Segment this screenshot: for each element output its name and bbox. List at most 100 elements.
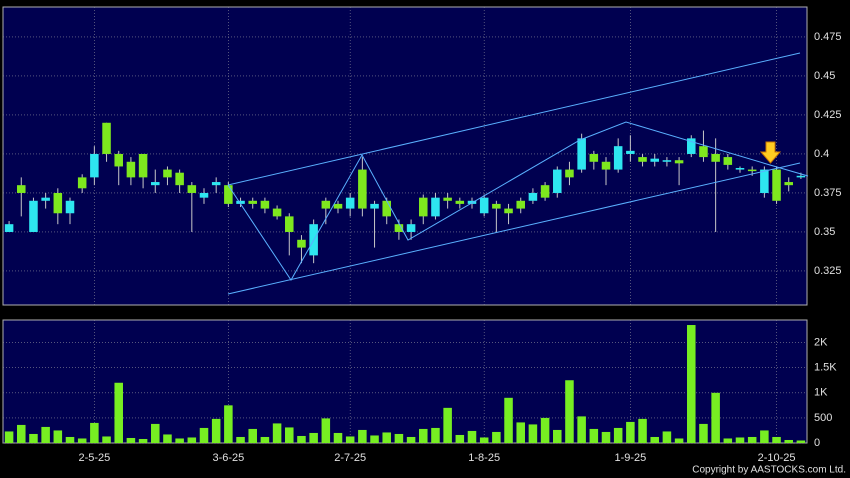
volume-bar: [492, 431, 501, 443]
volume-bar: [211, 418, 221, 443]
y-tick-label: 0.325: [814, 265, 842, 277]
candle-body: [577, 138, 586, 170]
copyright: Copyright by AASTOCKS.com Ltd.: [692, 465, 846, 476]
candle-body: [589, 153, 599, 162]
y-tick-label: 0.4: [814, 148, 829, 160]
volume-bar: [102, 436, 111, 443]
volume-bar: [236, 436, 245, 443]
y-tick-label: 0.45: [814, 70, 835, 82]
candle-body: [41, 197, 50, 201]
upper-channel: [227, 52, 801, 186]
volume-bar: [4, 431, 14, 443]
candle-body: [138, 153, 148, 178]
candle-body: [479, 197, 489, 214]
volume-bar: [540, 417, 550, 443]
volume-bar: [53, 430, 63, 443]
volume-bar: [613, 427, 623, 443]
volume-bar: [333, 432, 343, 443]
candle-body: [272, 208, 282, 217]
volume-bar: [589, 428, 599, 443]
volume-bar: [285, 427, 294, 443]
volume-bar: [358, 429, 367, 443]
candle-body: [540, 185, 550, 198]
y-tick-label: 0.475: [814, 31, 842, 43]
volume-bar: [41, 426, 50, 443]
volume-bar: [735, 437, 745, 443]
volume-bar: [187, 437, 197, 443]
candle-body: [626, 150, 635, 154]
price-panel: [2, 6, 808, 306]
volume-bar: [467, 430, 477, 443]
volume-bar: [309, 432, 318, 443]
candle-body: [126, 161, 136, 178]
candle-body: [553, 169, 562, 193]
volume-bar: [138, 438, 148, 443]
volume-tick-label: 1K: [814, 387, 828, 399]
candle-body: [175, 172, 184, 186]
candle-body: [419, 197, 428, 217]
volume-bar: [796, 440, 806, 443]
volume-bar: [224, 405, 233, 443]
y-tick-label: 0.35: [814, 226, 835, 238]
x-tick-label: 2-5-25: [78, 452, 110, 464]
volume-bar: [29, 433, 38, 443]
volume-bar: [382, 432, 391, 443]
candle-body: [187, 185, 197, 193]
candle-body: [260, 200, 270, 209]
candle-body: [443, 197, 452, 201]
candle-body: [723, 157, 733, 165]
volume-bar: [77, 438, 87, 443]
volume-bar: [17, 424, 26, 443]
volume-bar: [784, 439, 793, 443]
candle-body: [516, 200, 525, 209]
candle-body: [747, 169, 757, 172]
candle-body: [406, 224, 416, 232]
candle-body: [735, 168, 745, 170]
volume-bar: [687, 325, 696, 443]
y-tick-label: 0.425: [814, 109, 842, 121]
candle-body: [211, 182, 221, 186]
x-tick-label: 2-7-25: [334, 452, 366, 464]
candle-body: [236, 200, 245, 204]
candle-body: [650, 158, 659, 162]
volume-bar: [772, 436, 781, 443]
x-tick-label: 2-10-25: [758, 452, 796, 464]
candle-body: [358, 169, 367, 209]
candle-body: [784, 182, 793, 186]
volume-bar: [528, 424, 538, 443]
x-tick-label: 3-6-25: [212, 452, 244, 464]
candle-body: [163, 169, 172, 178]
candle-body: [29, 200, 38, 232]
volume-bar: [419, 428, 428, 443]
candle-body: [601, 161, 611, 170]
candle-body: [674, 160, 684, 164]
volume-bar: [431, 427, 440, 443]
candle-body: [114, 153, 123, 167]
volume-bar: [163, 434, 172, 443]
candle-body: [699, 146, 708, 158]
volume-bar: [455, 434, 465, 443]
volume-bar: [65, 436, 75, 443]
volume-bar: [394, 433, 404, 443]
volume-tick-label: 1.5K: [814, 362, 837, 374]
candle-body: [248, 200, 257, 204]
volume-bar: [406, 436, 416, 443]
y-tick-label: 0.375: [814, 187, 842, 199]
volume-bar: [370, 435, 379, 443]
candle-body: [662, 160, 672, 162]
candle-body: [455, 200, 465, 204]
candle-body: [565, 169, 574, 178]
candle-body: [53, 192, 63, 214]
signal-arrow: [759, 141, 782, 164]
volume-bar: [674, 438, 684, 443]
candle-body: [492, 203, 501, 209]
x-tick-label: 1-8-25: [468, 452, 500, 464]
candle-body: [760, 169, 769, 193]
volume-bar: [760, 430, 769, 443]
candle-body: [90, 153, 99, 178]
candle-body: [613, 146, 623, 170]
volume-bar: [747, 436, 757, 443]
volume-bar: [345, 436, 355, 443]
volume-bar: [321, 418, 331, 443]
